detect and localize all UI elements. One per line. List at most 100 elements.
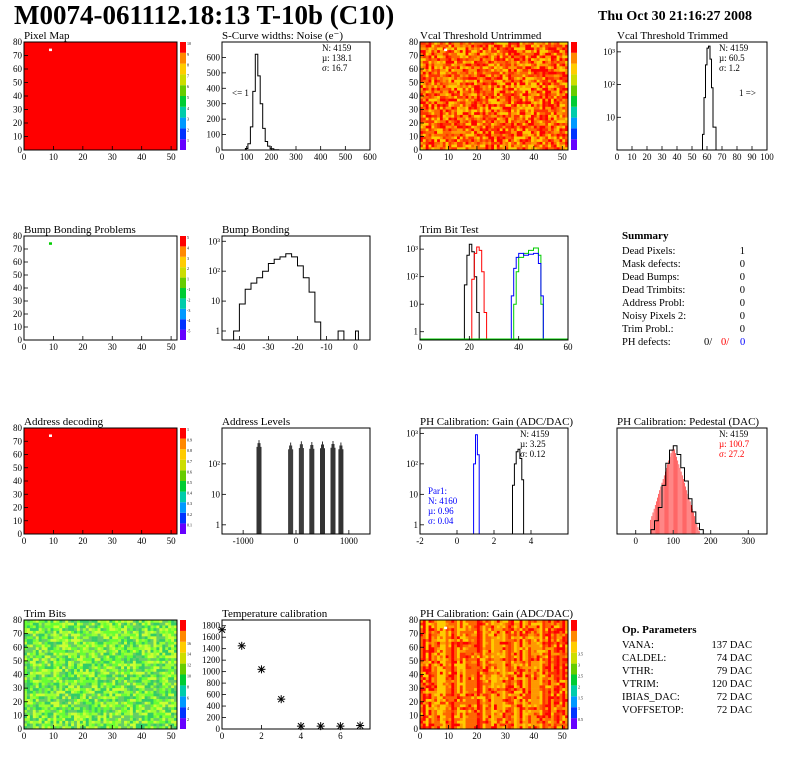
ph-defects-v2: 0/ bbox=[721, 337, 729, 348]
y-tick-label: 10³ bbox=[208, 236, 220, 246]
page-title: M0074-061112.18:13 T-10b (C10) bbox=[14, 0, 395, 30]
heatmap-mark bbox=[48, 48, 52, 52]
y-tick-label: 10² bbox=[603, 80, 615, 90]
color-scale-bin bbox=[180, 663, 186, 675]
pedestal-fill bbox=[650, 445, 700, 534]
op-param-value: 74 DAC bbox=[717, 653, 752, 664]
y-tick-label: 10 bbox=[606, 112, 616, 122]
x-tick-label: 40 bbox=[529, 152, 539, 162]
color-scale-bin bbox=[571, 42, 577, 53]
histogram-line bbox=[699, 45, 717, 151]
panel-bump-bonding: Bump Bonding -40 -30 -20 -10 0 1 10 10² 10³ bbox=[208, 224, 371, 352]
x-tick-label: 10 bbox=[49, 536, 59, 546]
x-tick-label: 10 bbox=[444, 731, 454, 741]
scatter-point bbox=[237, 641, 246, 650]
x-tick-label: 40 bbox=[514, 342, 524, 352]
color-scale-bin bbox=[571, 63, 577, 75]
series-trim-bit-4 bbox=[508, 252, 544, 341]
color-scale-label: 4 bbox=[187, 245, 189, 250]
color-scale-bin bbox=[180, 298, 186, 309]
y-tick-label: 30 bbox=[13, 489, 23, 499]
color-scale-bin bbox=[180, 459, 186, 471]
color-scale-bin bbox=[180, 63, 186, 75]
y-tick-label: 0 bbox=[18, 145, 23, 155]
x-tick-label: 600 bbox=[363, 152, 377, 162]
x-tick-label: 30 bbox=[501, 731, 511, 741]
scatter-point bbox=[356, 721, 365, 730]
color-scale-bin bbox=[180, 718, 186, 729]
y-tick-label: 1 bbox=[414, 327, 419, 337]
par1-stat-line: σ: 0.04 bbox=[428, 516, 454, 526]
x-tick-label: 100 bbox=[240, 152, 254, 162]
y-tick-label: 80 bbox=[13, 231, 23, 241]
y-tick-label: 50 bbox=[13, 656, 23, 666]
x-tick-label: -40 bbox=[233, 342, 245, 352]
x-tick-label: 10 bbox=[49, 152, 59, 162]
panel-trim-bits: Trim Bits 2 4 6 8 10 12 14 16 0 10 20 30 40 50 0 10 20 30 4… bbox=[13, 608, 191, 741]
color-scale-bin bbox=[180, 685, 186, 697]
color-scale-bin bbox=[180, 630, 186, 642]
summary-label: Noisy Pixels 2: bbox=[622, 311, 686, 322]
plot-frame bbox=[221, 619, 371, 730]
color-scale-label: 10 bbox=[187, 41, 191, 46]
color-scale-bin bbox=[571, 707, 577, 719]
color-scale-bin bbox=[571, 663, 577, 675]
panel-title: Temperature calibration bbox=[222, 608, 328, 620]
x-tick-label: 60 bbox=[703, 152, 713, 162]
panel-vcal-untrimmed: Vcal Threshold Untrimmed 0 10 20 30 40 50 0 10 20… bbox=[409, 30, 577, 162]
y-tick-label: 1 bbox=[414, 520, 419, 530]
color-scale-label: -5 bbox=[187, 329, 190, 334]
x-tick-label: 10 bbox=[49, 342, 59, 352]
x-tick-label: 30 bbox=[108, 731, 118, 741]
y-tick-label: 40 bbox=[13, 283, 23, 293]
summary-value: 0 bbox=[740, 298, 745, 309]
x-tick-label: 0 bbox=[418, 731, 423, 741]
color-scale-label: 12 bbox=[187, 663, 191, 668]
x-tick-label: 0 bbox=[634, 536, 639, 546]
y-tick-label: 600 bbox=[207, 690, 221, 700]
y-tick-label: 60 bbox=[13, 64, 23, 74]
op-param-value: 72 DAC bbox=[717, 692, 752, 703]
y-tick-label: 10 bbox=[13, 710, 23, 720]
x-tick-label: 0 bbox=[294, 536, 299, 546]
y-tick-label: 70 bbox=[409, 629, 419, 639]
y-tick-label: 10 bbox=[211, 489, 221, 499]
summary-value: 0 bbox=[740, 285, 745, 296]
color-scale-bin bbox=[180, 128, 186, 140]
summary-label: Address Probl: bbox=[622, 298, 685, 309]
stat-line: σ: 1.2 bbox=[719, 63, 740, 73]
x-tick-label: 50 bbox=[167, 731, 177, 741]
heatmap-cells bbox=[24, 620, 178, 730]
x-tick-label: -10 bbox=[320, 342, 332, 352]
y-tick-label: 50 bbox=[13, 78, 23, 88]
heatmap-cells bbox=[420, 620, 569, 730]
op-param-label: VANA: bbox=[622, 640, 654, 651]
color-scale-bin bbox=[180, 438, 186, 450]
y-tick-label: 30 bbox=[409, 683, 419, 693]
x-tick-label: 80 bbox=[733, 152, 743, 162]
color-scale-bin bbox=[180, 267, 186, 278]
x-tick-label: 10 bbox=[444, 152, 454, 162]
y-tick-label: 10 bbox=[211, 296, 221, 306]
op-param-label: CALDEL: bbox=[622, 653, 666, 664]
stat-line: σ: 16.7 bbox=[322, 63, 348, 73]
x-tick-label: 20 bbox=[643, 152, 653, 162]
overflow-annotation: 1 => bbox=[739, 88, 756, 98]
y-tick-label: 30 bbox=[13, 296, 23, 306]
y-tick-label: 1 bbox=[216, 520, 221, 530]
color-scale-label: 3 bbox=[187, 256, 189, 261]
color-scale-label: 9 bbox=[187, 52, 189, 57]
panel-title: Vcal Threshold Untrimmed bbox=[420, 30, 542, 42]
color-scale-label: 0.5 bbox=[187, 480, 192, 485]
x-tick-label: 40 bbox=[137, 152, 147, 162]
x-tick-label: 40 bbox=[137, 536, 147, 546]
y-tick-label: 10³ bbox=[406, 244, 418, 254]
color-scale-bin bbox=[571, 674, 577, 686]
x-tick-label: 40 bbox=[529, 731, 539, 741]
summary-value: 0 bbox=[740, 311, 745, 322]
x-tick-label: 0 bbox=[615, 152, 620, 162]
y-tick-label: 10² bbox=[406, 272, 418, 282]
y-tick-label: 10² bbox=[406, 459, 418, 469]
y-tick-label: 500 bbox=[207, 68, 221, 78]
